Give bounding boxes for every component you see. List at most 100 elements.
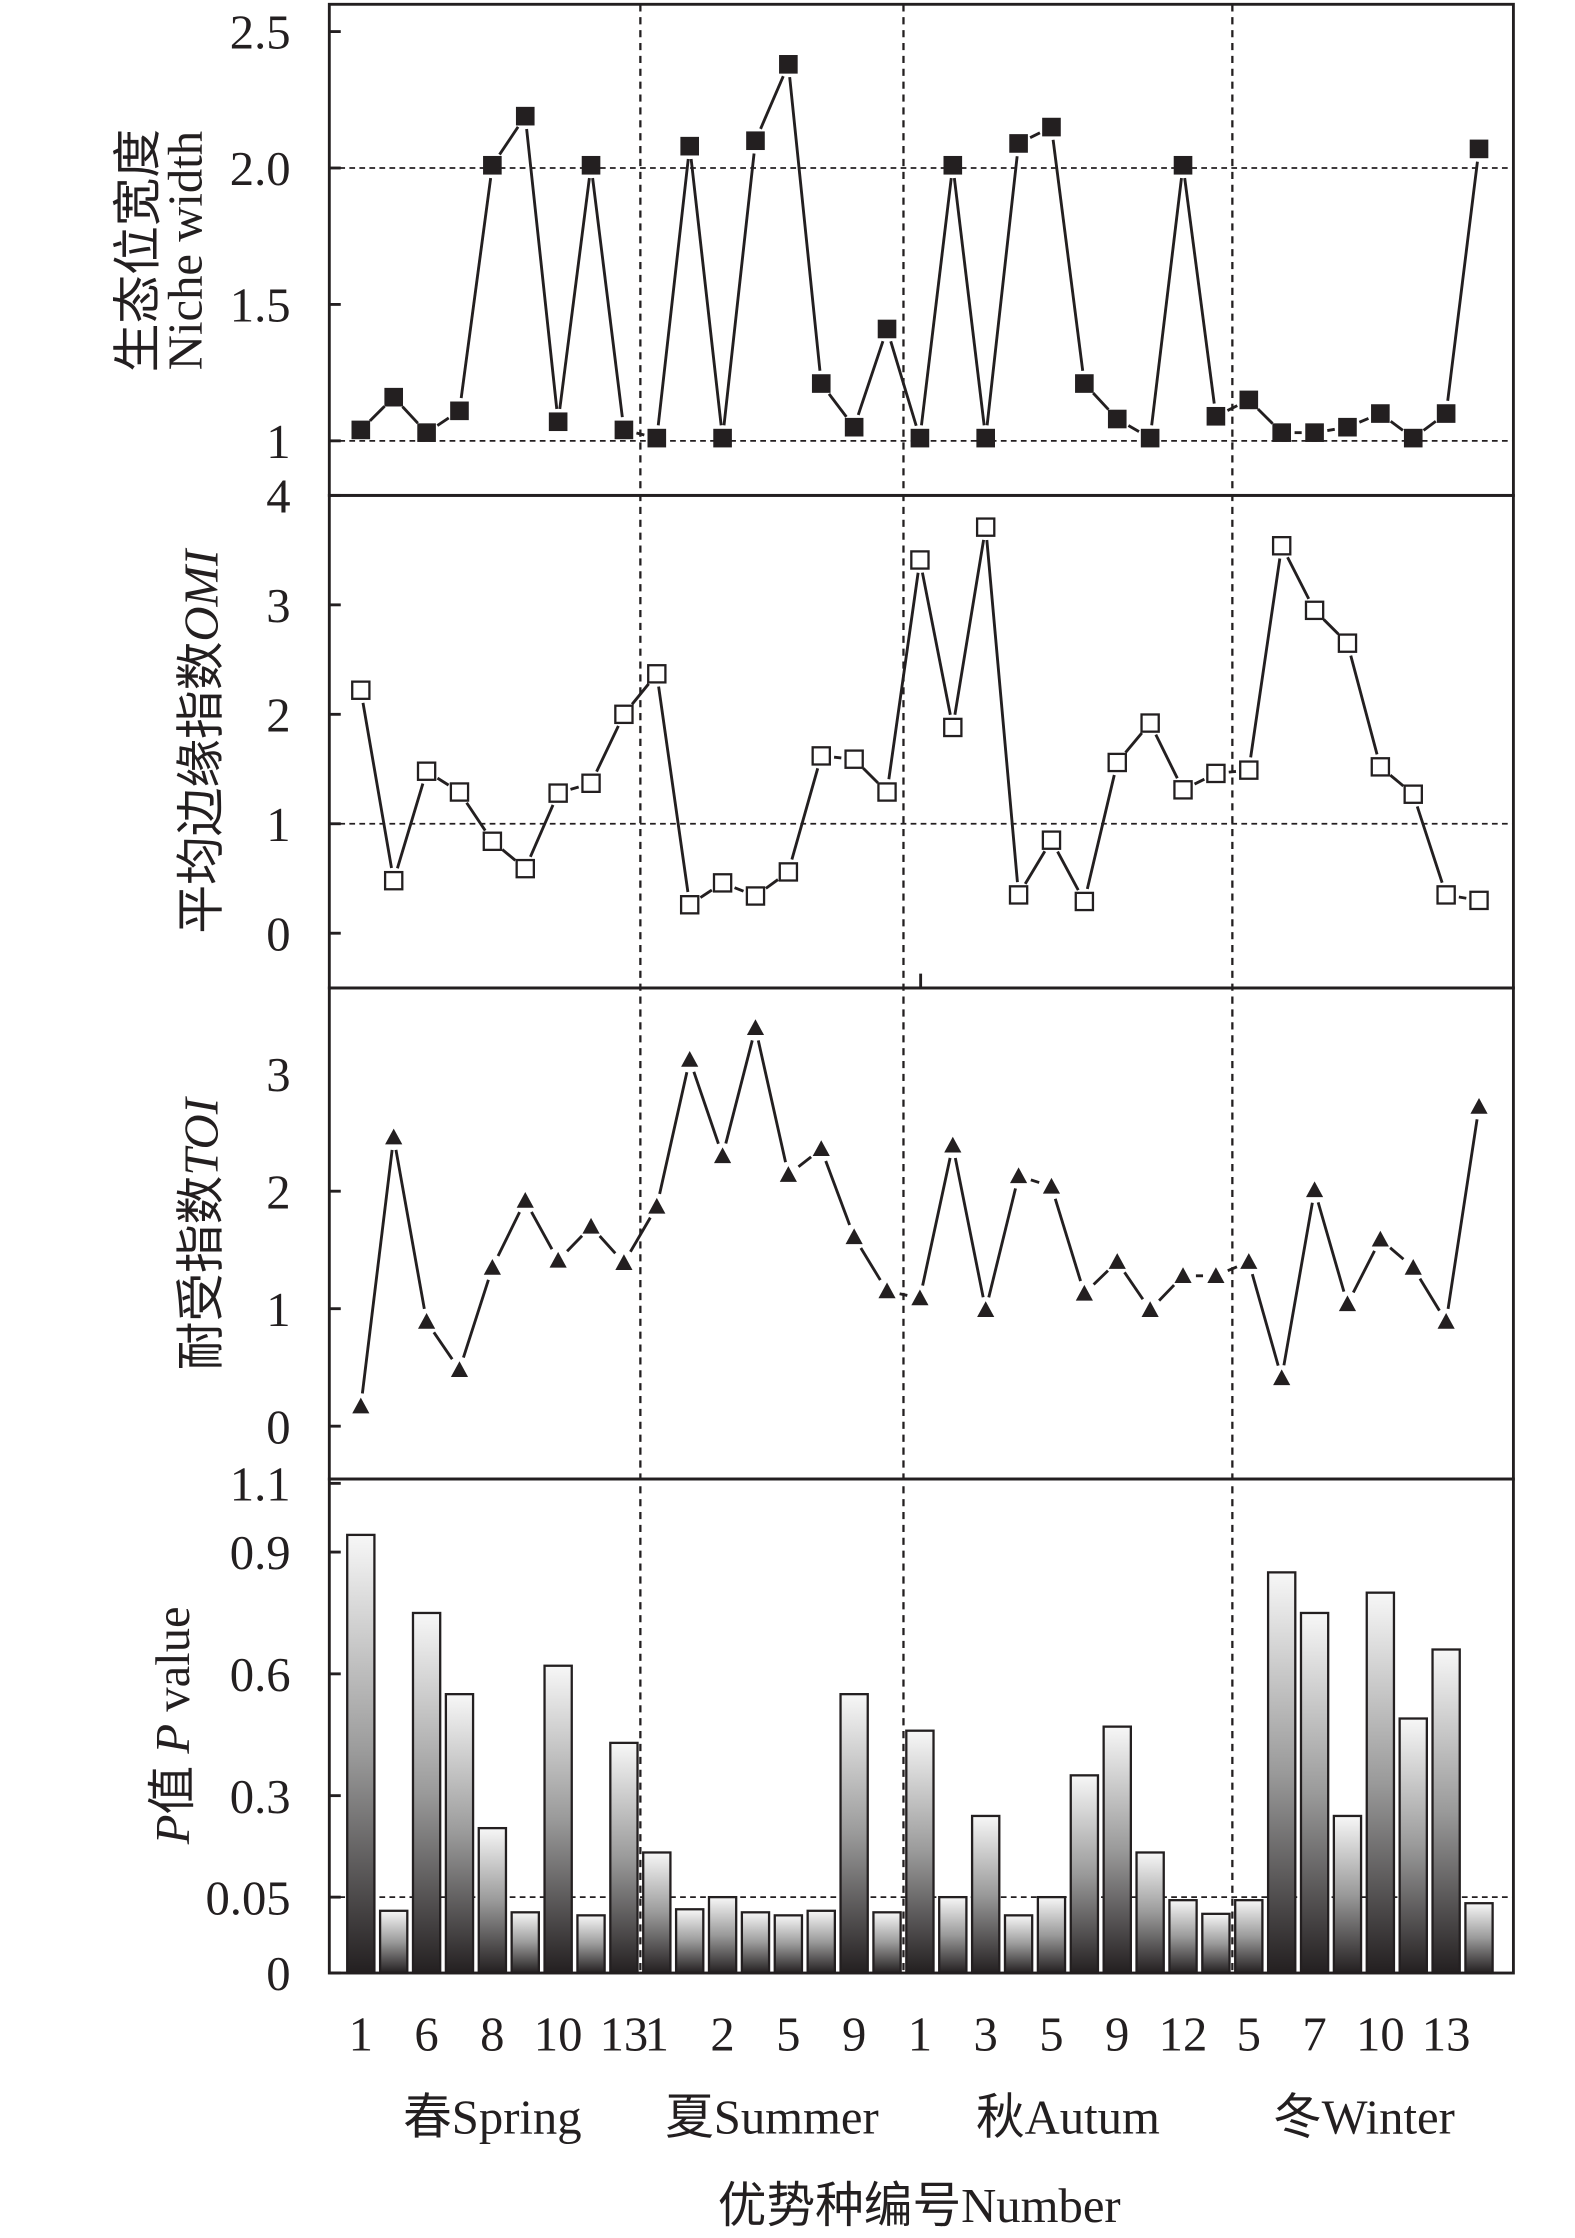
omi-point [1436, 885, 1456, 905]
niche-point [1042, 117, 1061, 137]
omi-point [581, 773, 601, 794]
niche-ytick-label: 1.5 [230, 279, 291, 333]
toi-point [1470, 1098, 1488, 1114]
pvalue-bar [477, 1826, 508, 1975]
pvalue-ytick-label: 0.9 [230, 1526, 291, 1580]
omi-point [1008, 885, 1029, 905]
niche-point [515, 106, 535, 126]
pvalue-bar [1464, 1902, 1494, 1975]
toi-ylabel-cn: 耐受指数 [175, 1176, 229, 1371]
niche-point [1272, 423, 1291, 442]
toi-point [911, 1289, 929, 1306]
niche-point [548, 412, 568, 432]
niche-point [976, 428, 996, 448]
niche-line-segment [1150, 177, 1183, 426]
omi-point [943, 717, 963, 738]
niche-point [450, 401, 469, 421]
toi-ytick-label: 3 [266, 1048, 290, 1102]
niche-line-segment [459, 177, 493, 399]
omi-line-segment [1286, 556, 1311, 600]
niche-line-segment [498, 126, 520, 156]
toi-line-segment [797, 1155, 813, 1168]
pvalue-bar [1266, 1571, 1297, 1975]
pvalue-bar [1201, 1912, 1231, 1975]
toi-line-segment [692, 1071, 720, 1145]
pvalue-bar [806, 1909, 836, 1975]
niche-point [746, 131, 765, 151]
niche-line-segment [788, 76, 822, 371]
toi-point [549, 1251, 567, 1268]
toi-ytick-label: 2 [266, 1165, 290, 1219]
pvalue-bar [642, 1851, 672, 1975]
omi-point [351, 680, 371, 700]
toi-point [1437, 1313, 1455, 1329]
omi-point [778, 862, 799, 882]
x-tick-label: 6 [414, 2007, 438, 2061]
omi-point [1041, 830, 1062, 850]
pvalue-bar [905, 1729, 935, 1975]
omi-point [910, 550, 930, 570]
pvalue-bar [411, 1611, 442, 1975]
pvalue-bar [1365, 1591, 1396, 1975]
omi-line-segment [1228, 769, 1237, 774]
toi-point [977, 1301, 995, 1318]
omi-line-segment [862, 767, 879, 784]
toi-line-segment [394, 1149, 426, 1310]
toi-point [385, 1128, 403, 1145]
toi-ylabel: 耐受指数TOI [175, 1095, 229, 1370]
pvalue-bar [1102, 1725, 1132, 1975]
niche-point [943, 155, 963, 175]
toi-point [1009, 1167, 1028, 1184]
omi-point [1239, 760, 1259, 780]
niche-point [811, 374, 831, 393]
omi-point [679, 895, 700, 915]
niche-line-segment [1358, 417, 1370, 424]
niche-line-segment [401, 405, 419, 425]
toi-point [450, 1361, 469, 1377]
omi-ytick-label: 4 [266, 470, 290, 524]
omi-point [515, 858, 535, 879]
pvalue-bar [1398, 1717, 1428, 1975]
niche-line-segment [1422, 420, 1437, 432]
toi-line-segment [462, 1279, 490, 1358]
toi-point [1371, 1230, 1389, 1247]
omi-point [1140, 713, 1160, 733]
niche-point [1140, 428, 1160, 448]
pvalue-bar [707, 1895, 738, 1975]
omi-line-segment [436, 776, 450, 787]
toi-point [417, 1313, 436, 1329]
pvalue-bar [576, 1914, 606, 1975]
niche-point [614, 420, 634, 440]
pvalue-bar [1234, 1899, 1264, 1975]
omi-line-segment [1193, 777, 1206, 786]
omi-line-segment [570, 785, 580, 791]
omi-line-segment [1023, 850, 1047, 885]
toi-line-segment [1316, 1202, 1346, 1293]
omi-point [1304, 600, 1325, 621]
pvalue-bar [674, 1908, 705, 1975]
x-tick-label: 8 [480, 2007, 504, 2061]
toi-frame [327, 986, 1515, 1481]
pvalue-frame [327, 1477, 1515, 1975]
toi-line-segment [1030, 1178, 1040, 1184]
toi-point [713, 1147, 732, 1164]
toi-line-segment [921, 1157, 952, 1286]
pvalue-bar [609, 1741, 639, 1975]
pvalue-bar [1069, 1774, 1100, 1975]
omi-point [548, 783, 568, 803]
omi-ytick-label: 0 [266, 907, 290, 961]
toi-line-segment [598, 1235, 617, 1255]
niche-point [384, 387, 404, 407]
niche-point [1469, 139, 1489, 159]
x-tick-label: 12 [1159, 2007, 1208, 2061]
omi-line-segment [699, 888, 713, 899]
pvalue-ytick-label: 0 [266, 1947, 290, 2001]
niche-line-segment [591, 177, 624, 418]
niche-point [1305, 423, 1324, 442]
omi-line-segment [790, 767, 820, 860]
toi-point [746, 1019, 765, 1036]
x-tick-label: 10 [1356, 2007, 1405, 2061]
omi-line-segment [396, 783, 425, 869]
niche-point [1173, 155, 1193, 175]
niche-point [483, 155, 502, 175]
